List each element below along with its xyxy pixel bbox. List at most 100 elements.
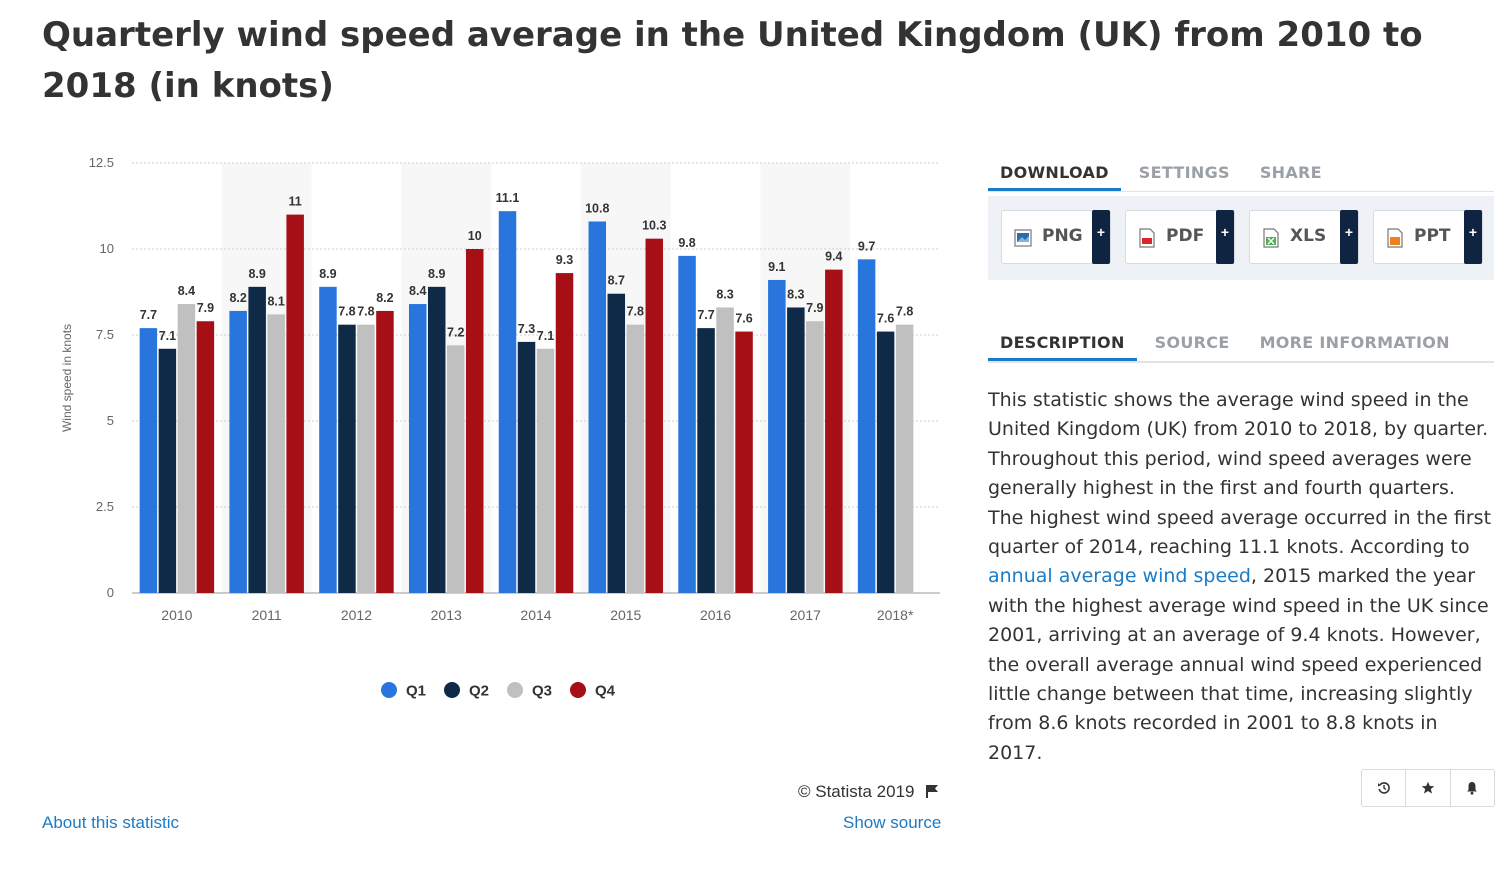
bar-q4 [465,249,484,593]
bar-q3 [177,304,196,593]
description-part-2: , 2015 marked the year with the highest … [988,565,1489,764]
data-label: 8.4 [409,284,426,298]
legend-label-q1: Q1 [406,683,426,700]
bar-q2 [787,307,805,593]
bar-q1 [408,304,427,593]
copyright-text: © Statista 2019 [798,782,915,801]
data-label: 8.9 [428,267,445,281]
ppt-label: PPT [1414,226,1451,246]
bar-q4 [645,238,664,593]
bell-icon [1467,782,1478,795]
data-label: 8.3 [787,287,804,301]
star-icon [1421,781,1435,794]
bar-q2 [607,293,626,593]
bar-q2 [158,348,177,593]
x-tick-label: 2016 [700,607,731,623]
x-tick-label: 2015 [610,607,641,623]
bar-q1 [229,310,247,593]
data-label: 7.6 [877,312,894,326]
data-label: 11.1 [496,191,520,205]
y-tick-label: 5 [107,413,114,428]
x-tick-label: 2011 [252,607,282,623]
x-tick-label: 2012 [341,607,372,623]
data-label: 10.3 [642,219,666,233]
info-tabs: DESCRIPTION SOURCE MORE INFORMATION [988,325,1494,363]
data-label: 9.4 [825,250,842,264]
data-label: 9.1 [768,260,785,274]
data-label: 7.7 [140,308,157,322]
x-tick-label: 2014 [520,607,551,623]
legend-label-q3: Q3 [532,683,552,700]
png-options-button[interactable]: + [1092,210,1110,264]
legend-marker-q3 [507,682,523,698]
data-label: 8.7 [608,274,625,288]
data-label: 7.7 [697,308,714,322]
bar-q3 [536,348,555,593]
data-label: 7.8 [357,305,374,319]
pdf-file-icon [1139,228,1155,248]
bar-q1 [857,259,876,593]
data-label: 8.9 [248,267,265,281]
history-button[interactable] [1362,770,1405,806]
bar-q3 [716,307,734,593]
x-tick-label: 2018* [877,607,914,623]
data-label: 9.8 [678,236,695,250]
bar-q4 [555,273,574,593]
tab-more-information[interactable]: MORE INFORMATION [1259,333,1450,352]
data-label: 7.3 [518,322,535,336]
bar-q4 [735,331,753,593]
y-tick-label: 7.5 [96,327,114,342]
data-label: 10.8 [585,201,609,215]
legend-marker-q2 [444,682,460,698]
tab-download[interactable]: DOWNLOAD [988,155,1121,191]
data-label: 7.8 [627,305,644,319]
bar-q2 [697,328,715,593]
bar-q4 [286,214,304,593]
bar-q2 [427,286,446,593]
legend-label-q4: Q4 [595,683,616,700]
legend-label-q2: Q2 [469,683,489,700]
tab-source[interactable]: SOURCE [1154,333,1230,352]
x-tick-label: 2017 [790,607,821,623]
tab-description[interactable]: DESCRIPTION [988,325,1137,361]
bar-q4 [196,321,215,593]
xls-file-icon [1263,228,1279,248]
x-tick-label: 2010 [161,607,192,623]
ppt-options-button[interactable]: + [1464,210,1482,264]
pdf-label: PDF [1166,226,1205,246]
bar-q3 [895,324,914,593]
history-icon [1377,782,1390,794]
data-label: 7.8 [896,305,913,319]
flag-icon[interactable] [925,784,939,798]
y-axis-title: Wind speed in knots [60,324,74,432]
show-source-link[interactable]: Show source [843,813,942,832]
bar-q4 [376,310,394,593]
data-label: 7.2 [447,325,464,339]
bar-q1 [139,328,158,593]
tab-settings[interactable]: SETTINGS [1138,163,1230,182]
pdf-options-button[interactable]: + [1216,210,1234,264]
bar-q2 [248,286,266,593]
notification-button[interactable] [1449,770,1494,806]
bar-q2 [517,341,536,593]
xls-label: XLS [1290,226,1327,246]
data-label: 8.9 [319,267,336,281]
annual-wind-speed-link[interactable]: annual average wind speed [988,565,1251,588]
xls-options-button[interactable]: + [1340,210,1358,264]
data-label: 10 [468,229,482,243]
data-label: 7.9 [197,301,214,315]
data-label: 8.1 [267,294,284,308]
about-statistic-link[interactable]: About this statistic [42,813,180,832]
bar-q1 [678,255,696,593]
description-text: This statistic shows the average wind sp… [988,386,1493,768]
favorite-button[interactable] [1405,770,1449,806]
png-file-icon [1014,229,1032,247]
data-label: 8.2 [376,291,393,305]
tab-share[interactable]: SHARE [1259,163,1322,182]
description-part-1: This statistic shows the average wind sp… [988,389,1492,559]
png-label: PNG [1042,226,1083,246]
y-tick-label: 2.5 [96,499,114,514]
data-label: 7.9 [806,301,823,315]
bar-q3 [446,345,465,593]
page-title: Quarterly wind speed average in the Unit… [42,15,1423,106]
